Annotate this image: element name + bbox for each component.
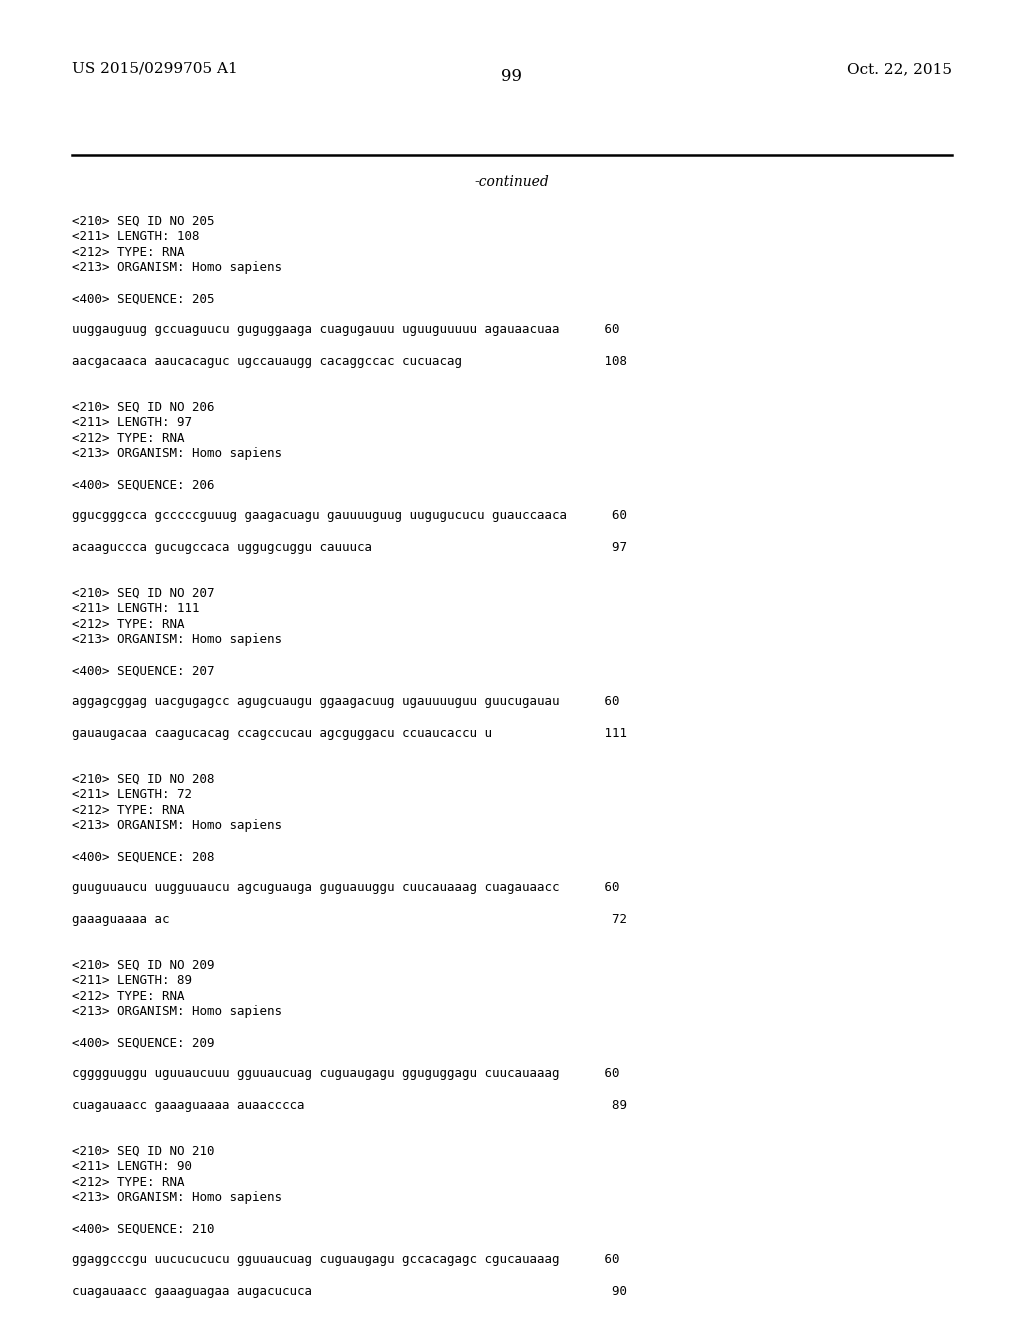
Text: gauaugacaa caagucacag ccagccucau agcguggacu ccuaucaccu u               111: gauaugacaa caagucacag ccagccucau agcgugg… <box>72 726 627 739</box>
Text: <210> SEQ ID NO 206: <210> SEQ ID NO 206 <box>72 401 214 414</box>
Text: Oct. 22, 2015: Oct. 22, 2015 <box>847 62 952 77</box>
Text: ggaggcccgu uucucucucu gguuaucuag cuguaugagu gccacagagc cgucauaaag      60: ggaggcccgu uucucucucu gguuaucuag cuguaug… <box>72 1254 620 1266</box>
Text: <213> ORGANISM: Homo sapiens: <213> ORGANISM: Homo sapiens <box>72 261 282 275</box>
Text: <210> SEQ ID NO 210: <210> SEQ ID NO 210 <box>72 1144 214 1158</box>
Text: cuagauaacc gaaaguagaa augacucucа                                        90: cuagauaacc gaaaguagaa augacucucа 90 <box>72 1284 627 1298</box>
Text: <211> LENGTH: 89: <211> LENGTH: 89 <box>72 974 193 987</box>
Text: gaaaguaaaa ac                                                           72: gaaaguaaaa ac 72 <box>72 912 627 925</box>
Text: <210> SEQ ID NO 208: <210> SEQ ID NO 208 <box>72 774 214 785</box>
Text: <213> ORGANISM: Homo sapiens: <213> ORGANISM: Homo sapiens <box>72 1192 282 1204</box>
Text: <211> LENGTH: 72: <211> LENGTH: 72 <box>72 788 193 801</box>
Text: <210> SEQ ID NO 205: <210> SEQ ID NO 205 <box>72 215 214 228</box>
Text: US 2015/0299705 A1: US 2015/0299705 A1 <box>72 62 238 77</box>
Text: <211> LENGTH: 90: <211> LENGTH: 90 <box>72 1160 193 1173</box>
Text: <211> LENGTH: 97: <211> LENGTH: 97 <box>72 417 193 429</box>
Text: -continued: -continued <box>475 176 549 189</box>
Text: <212> TYPE: RNA: <212> TYPE: RNA <box>72 432 184 445</box>
Text: <211> LENGTH: 108: <211> LENGTH: 108 <box>72 231 200 243</box>
Text: <400> SEQUENCE: 208: <400> SEQUENCE: 208 <box>72 850 214 863</box>
Text: guuguuaucu uugguuaucu agcuguauga guguauuggu cuucauaaag cuagauaacc      60: guuguuaucu uugguuaucu agcuguauga guguauu… <box>72 882 620 895</box>
Text: <212> TYPE: RNA: <212> TYPE: RNA <box>72 246 184 259</box>
Text: <400> SEQUENCE: 205: <400> SEQUENCE: 205 <box>72 293 214 305</box>
Text: aacgacaaca aaucacaguc ugccauaugg cacaggccac cucuacag                   108: aacgacaaca aaucacaguc ugccauaugg cacaggc… <box>72 355 627 367</box>
Text: cuagauaacc gaaaguaaaa auaacccca                                         89: cuagauaacc gaaaguaaaa auaacccca 89 <box>72 1098 627 1111</box>
Text: <212> TYPE: RNA: <212> TYPE: RNA <box>72 804 184 817</box>
Text: <400> SEQUENCE: 209: <400> SEQUENCE: 209 <box>72 1036 214 1049</box>
Text: <213> ORGANISM: Homo sapiens: <213> ORGANISM: Homo sapiens <box>72 447 282 461</box>
Text: ggucgggcca gcccccguuug gaagacuagu gauuuuguug uugugucucu guauccaaca      60: ggucgggcca gcccccguuug gaagacuagu gauuuu… <box>72 510 627 523</box>
Text: <400> SEQUENCE: 210: <400> SEQUENCE: 210 <box>72 1222 214 1236</box>
Text: <210> SEQ ID NO 209: <210> SEQ ID NO 209 <box>72 960 214 972</box>
Text: 99: 99 <box>502 69 522 84</box>
Text: <212> TYPE: RNA: <212> TYPE: RNA <box>72 1176 184 1189</box>
Text: <400> SEQUENCE: 207: <400> SEQUENCE: 207 <box>72 664 214 677</box>
Text: <213> ORGANISM: Homo sapiens: <213> ORGANISM: Homo sapiens <box>72 820 282 833</box>
Text: acaaguccca gucugccaca uggugcuggu cauuuca                                97: acaaguccca gucugccaca uggugcuggu cauuuca… <box>72 540 627 553</box>
Text: aggagcggag uacgugagcc agugcuaugu ggaagacuug ugauuuuguu guucugauau      60: aggagcggag uacgugagcc agugcuaugu ggaagac… <box>72 696 620 709</box>
Text: <212> TYPE: RNA: <212> TYPE: RNA <box>72 618 184 631</box>
Text: <211> LENGTH: 111: <211> LENGTH: 111 <box>72 602 200 615</box>
Text: <210> SEQ ID NO 207: <210> SEQ ID NO 207 <box>72 587 214 601</box>
Text: <212> TYPE: RNA: <212> TYPE: RNA <box>72 990 184 1003</box>
Text: cgggguuggu uguuaucuuu gguuaucuag cuguaugagu gguguggagu cuucauaaag      60: cgggguuggu uguuaucuuu gguuaucuag cuguaug… <box>72 1068 620 1081</box>
Text: uuggauguug gccuaguucu guguggaaga cuagugauuu uguuguuuuu agauaacuaa      60: uuggauguug gccuaguucu guguggaaga cuaguga… <box>72 323 620 337</box>
Text: <213> ORGANISM: Homo sapiens: <213> ORGANISM: Homo sapiens <box>72 634 282 647</box>
Text: <400> SEQUENCE: 206: <400> SEQUENCE: 206 <box>72 479 214 491</box>
Text: <213> ORGANISM: Homo sapiens: <213> ORGANISM: Homo sapiens <box>72 1006 282 1019</box>
